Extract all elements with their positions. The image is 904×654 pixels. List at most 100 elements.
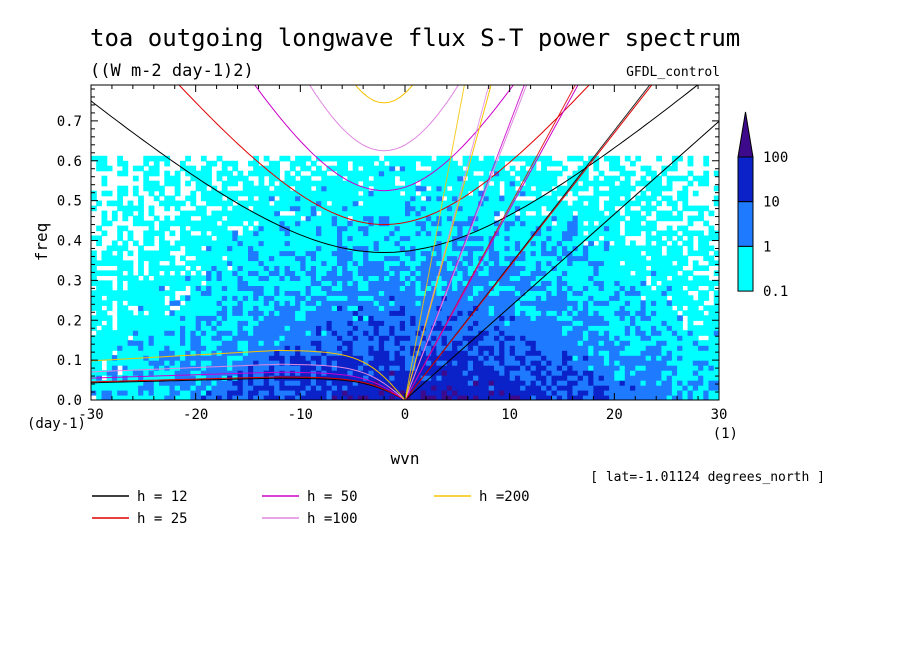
spectrum-cell — [499, 385, 505, 391]
spectrum-cell — [138, 350, 144, 356]
spectrum-cell — [378, 200, 385, 207]
spectrum-cell — [342, 240, 348, 247]
spectrum-cell — [117, 345, 123, 351]
spectrum-cell — [279, 180, 286, 187]
spectrum-cell — [582, 395, 589, 400]
spectrum-cell — [352, 190, 359, 197]
spectrum-cell — [410, 340, 416, 346]
spectrum-cell — [258, 170, 265, 177]
spectrum-cell — [661, 335, 668, 341]
spectrum-cell — [504, 180, 511, 187]
spectrum-cell — [248, 250, 254, 257]
spectrum-cell — [656, 275, 662, 281]
spectrum-cell — [274, 210, 280, 217]
spectrum-cell — [520, 290, 526, 296]
spectrum-cell — [352, 165, 359, 172]
spectrum-cell — [682, 270, 689, 276]
spectrum-cell — [494, 335, 500, 341]
spectrum-cell — [405, 275, 411, 281]
spectrum-cell — [645, 165, 652, 172]
spectrum-cell — [263, 380, 270, 386]
spectrum-cell — [373, 170, 380, 177]
spectrum-cell — [242, 280, 249, 286]
spectrum-cell — [661, 275, 668, 281]
spectrum-cell — [101, 160, 108, 167]
spectrum-cell — [274, 205, 280, 212]
spectrum-cell — [195, 375, 202, 381]
spectrum-cell — [174, 285, 181, 291]
spectrum-cell — [91, 250, 97, 257]
spectrum-cell — [211, 200, 218, 207]
spectrum-cell — [106, 270, 113, 276]
spectrum-cell — [405, 185, 411, 192]
spectrum-cell — [504, 170, 511, 177]
spectrum-cell — [211, 325, 218, 331]
spectrum-cell — [111, 200, 118, 207]
spectrum-cell — [289, 265, 296, 271]
spectrum-cell — [452, 195, 458, 202]
spectrum-cell — [692, 335, 699, 341]
spectrum-cell — [185, 155, 191, 162]
spectrum-cell — [227, 340, 233, 346]
spectrum-cell — [473, 155, 479, 162]
spectrum-cell — [425, 235, 432, 242]
spectrum-cell — [420, 225, 427, 232]
spectrum-cell — [305, 380, 312, 386]
spectrum-cell — [389, 345, 396, 351]
spectrum-cell — [253, 160, 259, 167]
spectrum-cell — [452, 255, 458, 262]
spectrum-cell — [195, 315, 202, 321]
spectrum-cell — [164, 255, 171, 262]
spectrum-cell — [122, 385, 129, 391]
spectrum-cell — [321, 385, 328, 391]
spectrum-cell — [661, 255, 668, 262]
spectrum-cell — [284, 200, 291, 207]
spectrum-cell — [368, 200, 375, 207]
spectrum-cell — [289, 255, 296, 262]
spectrum-cell — [284, 235, 291, 242]
spectrum-cell — [530, 180, 537, 187]
spectrum-cell — [671, 175, 678, 182]
spectrum-cell — [671, 295, 678, 301]
spectrum-cell — [326, 240, 333, 247]
spectrum-cell — [483, 280, 490, 286]
spectrum-cell — [494, 370, 500, 376]
spectrum-cell — [457, 270, 464, 276]
spectrum-cell — [530, 250, 537, 257]
spectrum-cell — [405, 285, 411, 291]
spectrum-cell — [645, 260, 652, 266]
spectrum-cell — [661, 380, 668, 386]
spectrum-cell — [682, 340, 689, 346]
spectrum-cell — [148, 290, 155, 296]
spectrum-cell — [420, 310, 427, 316]
spectrum-cell — [331, 300, 338, 306]
spectrum-cell — [91, 275, 97, 281]
spectrum-cell — [368, 395, 375, 400]
spectrum-cell — [504, 330, 511, 336]
spectrum-cell — [253, 165, 259, 172]
spectrum-cell — [682, 290, 689, 296]
spectrum-cell — [541, 320, 547, 326]
spectrum-cell — [483, 175, 490, 182]
spectrum-cell — [347, 380, 354, 386]
spectrum-cell — [127, 395, 134, 400]
spectrum-cell — [101, 315, 108, 321]
spectrum-cell — [692, 265, 699, 271]
spectrum-cell — [368, 310, 375, 316]
spectrum-cell — [253, 230, 259, 237]
spectrum-cell — [509, 265, 516, 271]
spectrum-cell — [352, 385, 359, 391]
spectrum-cell — [651, 220, 657, 227]
spectrum-cell — [190, 325, 197, 331]
spectrum-cell — [504, 205, 511, 212]
spectrum-cell — [357, 340, 364, 346]
spectrum-cell — [520, 240, 526, 247]
spectrum-cell — [153, 270, 160, 276]
spectrum-cell — [96, 365, 102, 371]
spectrum-cell — [195, 260, 202, 266]
spectrum-cell — [316, 335, 322, 341]
spectrum-cell — [488, 260, 495, 266]
spectrum-cell — [357, 330, 364, 336]
spectrum-cell — [253, 390, 259, 396]
spectrum-cell — [509, 375, 516, 381]
